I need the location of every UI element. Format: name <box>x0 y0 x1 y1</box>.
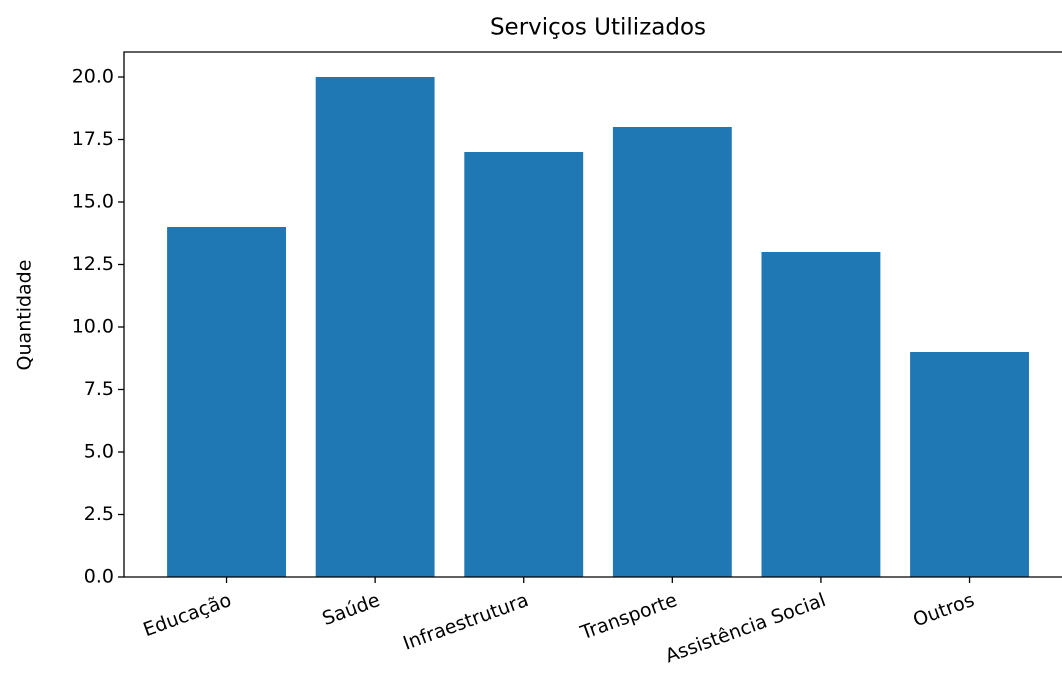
y-tick-label: 12.5 <box>72 253 114 275</box>
bar <box>464 152 584 577</box>
y-tick-label: 20.0 <box>72 66 114 88</box>
x-tick-label: Outros <box>910 589 977 631</box>
bar <box>315 77 435 577</box>
y-axis-label: Quantidade <box>14 260 36 371</box>
bar <box>167 227 286 577</box>
bar <box>612 127 732 577</box>
y-tick-label: 7.5 <box>84 378 114 400</box>
bar <box>910 352 1029 577</box>
y-tick-label: 0.0 <box>84 566 114 588</box>
x-tick-label: Infraestrutura <box>400 589 531 655</box>
x-tick-label: Saúde <box>319 589 382 630</box>
y-tick-label: 2.5 <box>84 503 114 525</box>
y-tick-label: 15.0 <box>72 191 114 213</box>
y-tick-label: 5.0 <box>84 441 114 463</box>
y-tick-label: 10.0 <box>72 316 114 338</box>
y-tick-label: 17.5 <box>72 128 114 150</box>
x-tick-label: Transporte <box>577 589 680 645</box>
bar <box>761 252 881 577</box>
axes-frame <box>123 51 1062 578</box>
x-tick-label: Educação <box>140 589 234 641</box>
x-tick-label: Assistência Social <box>662 589 828 667</box>
chart-title: Serviços Utilizados <box>490 15 706 41</box>
